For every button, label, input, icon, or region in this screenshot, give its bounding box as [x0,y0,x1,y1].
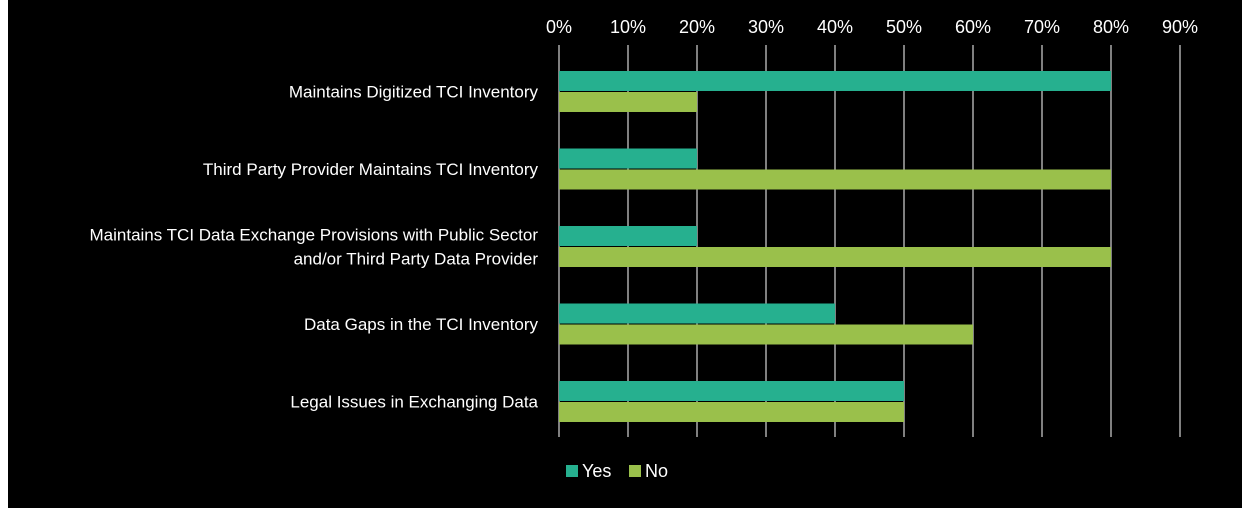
category-label: and/or Third Party Data Provider [294,250,539,269]
legend-label-no: No [645,461,668,481]
category-label: Legal Issues in Exchanging Data [290,393,538,412]
x-tick-label: 40% [817,17,853,37]
x-tick-label: 90% [1162,17,1198,37]
bar-no [559,92,697,112]
bars [559,71,1111,422]
category-label: Maintains TCI Data Exchange Provisions w… [90,226,539,245]
x-tick-label: 70% [1024,17,1060,37]
category-label: Data Gaps in the TCI Inventory [304,315,539,334]
bar-yes [559,226,697,246]
bar-yes [559,148,697,169]
x-tick-label: 80% [1093,17,1129,37]
bar-no [559,247,1111,267]
x-tick-label: 20% [679,17,715,37]
bar-no [559,169,1111,190]
legend: Yes No [566,461,668,481]
category-label: Maintains Digitized TCI Inventory [289,83,539,102]
legend-label-yes: Yes [582,461,611,481]
bar-yes [559,303,835,324]
bar-yes [559,71,1111,91]
x-tick-label: 0% [546,17,572,37]
x-tick-label: 50% [886,17,922,37]
category-label: Third Party Provider Maintains TCI Inven… [203,160,539,179]
legend-swatch-yes [566,465,578,477]
category-labels: Maintains Digitized TCI Inventory Third P… [90,83,539,412]
x-tick-label: 10% [610,17,646,37]
chart-container: 0% 10% 20% 30% 40% 50% 60% 70% 80% 90% Maintains … [8,0,1242,508]
x-tick-label: 60% [955,17,991,37]
bar-yes [559,381,904,401]
legend-swatch-no [629,465,641,477]
bar-chart: 0% 10% 20% 30% 40% 50% 60% 70% 80% 90% Maintains … [90,17,1199,481]
bar-no [559,324,973,345]
bar-no [559,402,904,422]
x-axis-ticks: 0% 10% 20% 30% 40% 50% 60% 70% 80% 90% [546,17,1198,37]
x-tick-label: 30% [748,17,784,37]
